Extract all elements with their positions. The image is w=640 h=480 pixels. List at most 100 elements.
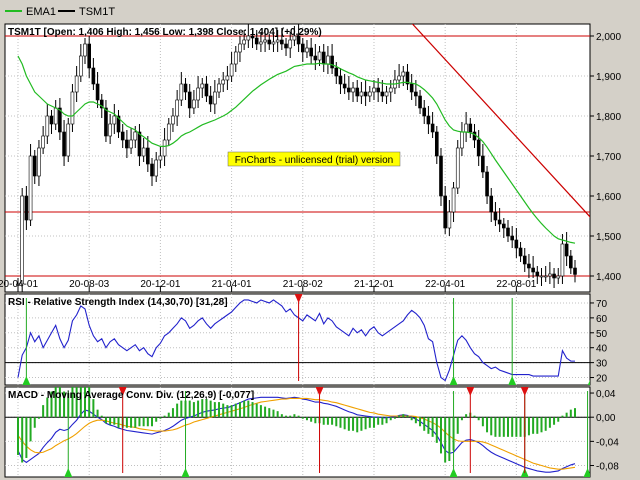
candle-body — [79, 55, 83, 77]
candle-body — [213, 91, 217, 105]
macd-pane[interactable]: 0,04 0,00 -0,04 -0,08 MACD - Moving Average … — [4, 376, 619, 478]
candle-body — [535, 271, 540, 277]
candle-body — [342, 83, 347, 89]
candle-body — [493, 211, 498, 221]
candle-body — [292, 35, 297, 41]
candle-body — [326, 55, 330, 65]
candle-body — [460, 131, 464, 149]
plot-content — [5, 24, 590, 292]
candle-body — [330, 55, 334, 69]
candle-body — [518, 247, 523, 257]
candle-body — [564, 243, 569, 257]
watermark-box — [227, 151, 401, 167]
candle-body — [171, 115, 175, 125]
candle-body — [405, 71, 410, 85]
candle-body — [288, 39, 293, 49]
candle-body — [120, 131, 125, 141]
candle-body — [527, 263, 531, 269]
candle-body — [158, 155, 163, 161]
candle-body — [556, 275, 561, 279]
candle-body — [543, 275, 548, 278]
candle-body — [401, 71, 406, 77]
candle-body — [229, 63, 234, 77]
candle-body — [497, 219, 502, 225]
candle-body — [409, 83, 414, 93]
candle-body — [108, 123, 112, 137]
candle-body — [380, 91, 385, 97]
candle-body — [183, 83, 188, 93]
x-tick-label: 21-12-01 — [354, 279, 394, 290]
candle-body — [242, 39, 246, 45]
y-tick-label: 50 — [596, 329, 608, 340]
candle-body — [58, 107, 62, 133]
buy-signal-marker — [22, 376, 31, 385]
plot-content — [5, 387, 590, 477]
candle-body — [485, 171, 489, 197]
candle-body — [468, 123, 473, 133]
candle-body — [376, 87, 380, 93]
sell-signal-marker — [466, 387, 475, 396]
series-line-0 — [17, 396, 576, 473]
candle-body — [367, 91, 372, 97]
candle-body — [196, 87, 200, 101]
candle-body — [447, 211, 452, 229]
y-tick-label: 20 — [596, 374, 608, 385]
candle-body — [522, 255, 527, 265]
candle-body — [137, 131, 142, 157]
y-tick-label: 1,800 — [596, 112, 621, 123]
y-tick-label: 0,00 — [596, 413, 616, 424]
candle-body — [309, 47, 313, 57]
candle-body — [351, 87, 355, 93]
candle-body — [41, 135, 45, 149]
buy-signal-marker — [508, 376, 517, 385]
y-tick-label: 30 — [596, 359, 608, 370]
candle-body — [179, 83, 184, 101]
x-tick-label: 21-08-02 — [283, 279, 323, 290]
candle-body — [74, 75, 79, 93]
candle-body — [267, 39, 272, 45]
candle-body — [116, 115, 121, 133]
candle-body — [95, 83, 100, 101]
candle-body — [472, 131, 477, 141]
pane-title: TSM1T [Open: 1,406 High: 1,456 Low: 1,39… — [8, 27, 322, 38]
candle-body — [560, 243, 565, 277]
x-tick-label: 20-12-01 — [140, 279, 180, 290]
price-pane[interactable]: 2,000 1,900 1,800 1,700 1,600 1,500 1,400 TSM1T… — [4, 14, 621, 293]
x-tick-label: 21-04-01 — [212, 279, 252, 290]
sell-signal-marker — [294, 294, 303, 303]
rsi-pane[interactable]: 70 60 50 40 30 20 RSI - Relative Strength Inde… — [4, 293, 608, 386]
candle-body — [455, 147, 460, 189]
candle-body — [388, 87, 393, 93]
candle-body — [141, 147, 146, 157]
buy-signal-marker — [449, 376, 458, 385]
candle-body — [510, 235, 514, 241]
candle-body — [246, 35, 251, 41]
candle-body — [569, 255, 573, 269]
candle-body — [204, 83, 209, 97]
buy-signal-marker — [449, 468, 458, 477]
candle-body — [372, 87, 376, 93]
candle-body — [552, 273, 556, 279]
candle-body — [250, 35, 255, 39]
candle-body — [464, 123, 468, 133]
x-tick-label: 22-04-01 — [425, 279, 465, 290]
candle-body — [150, 163, 154, 177]
y-tick-label: 40 — [596, 344, 608, 355]
candle-body — [338, 75, 343, 85]
candle-body — [162, 139, 167, 157]
pane-title: RSI - Relative Strength Index (14,30,70)… — [8, 297, 228, 308]
candle-body — [313, 55, 318, 61]
candle-body — [129, 139, 133, 149]
candle-body — [418, 95, 422, 109]
candle-body — [573, 267, 577, 275]
legend-svg: EMA1 TSM1T — [5, 6, 115, 18]
candle-body — [28, 155, 33, 221]
watermark: FnCharts - unlicensed (trial) version — [227, 151, 401, 167]
legend-bar: EMA1 TSM1T — [0, 0, 640, 22]
x-axis: 20-04-01 20-08-03 20-12-01 21-04-01 21-08-02… — [0, 279, 537, 292]
candle-body — [355, 87, 360, 97]
x-tick-label: 20-08-03 — [69, 279, 109, 290]
candle-body — [539, 275, 544, 278]
candle-body — [451, 187, 456, 213]
